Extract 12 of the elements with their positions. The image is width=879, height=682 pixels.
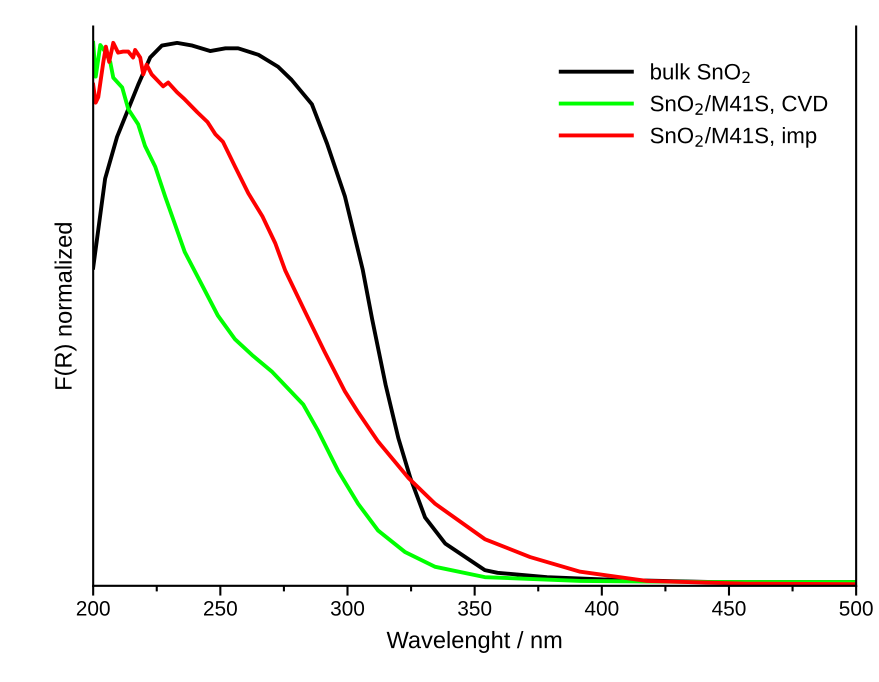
legend-label: SnO$_{2}$/M41S, imp — [650, 127, 816, 148]
legend-label: bulk SnO$_{2}$ — [651, 63, 750, 84]
y-axis-title: F(R) normalized — [54, 223, 76, 389]
x-tick-label: 500 — [840, 600, 873, 616]
x-tick-label: 200 — [76, 600, 110, 616]
legend-label: SnO$_{2}$/M41S, CVD — [650, 95, 828, 115]
x-tick-label: 300 — [330, 600, 364, 616]
x-axis-title: Wavelenght / nm — [386, 630, 562, 653]
x-tick-label: 250 — [204, 600, 237, 616]
x-tick-label: 450 — [712, 600, 746, 616]
x-tick-label: 400 — [584, 600, 618, 616]
x-tick-label: 350 — [458, 600, 492, 616]
